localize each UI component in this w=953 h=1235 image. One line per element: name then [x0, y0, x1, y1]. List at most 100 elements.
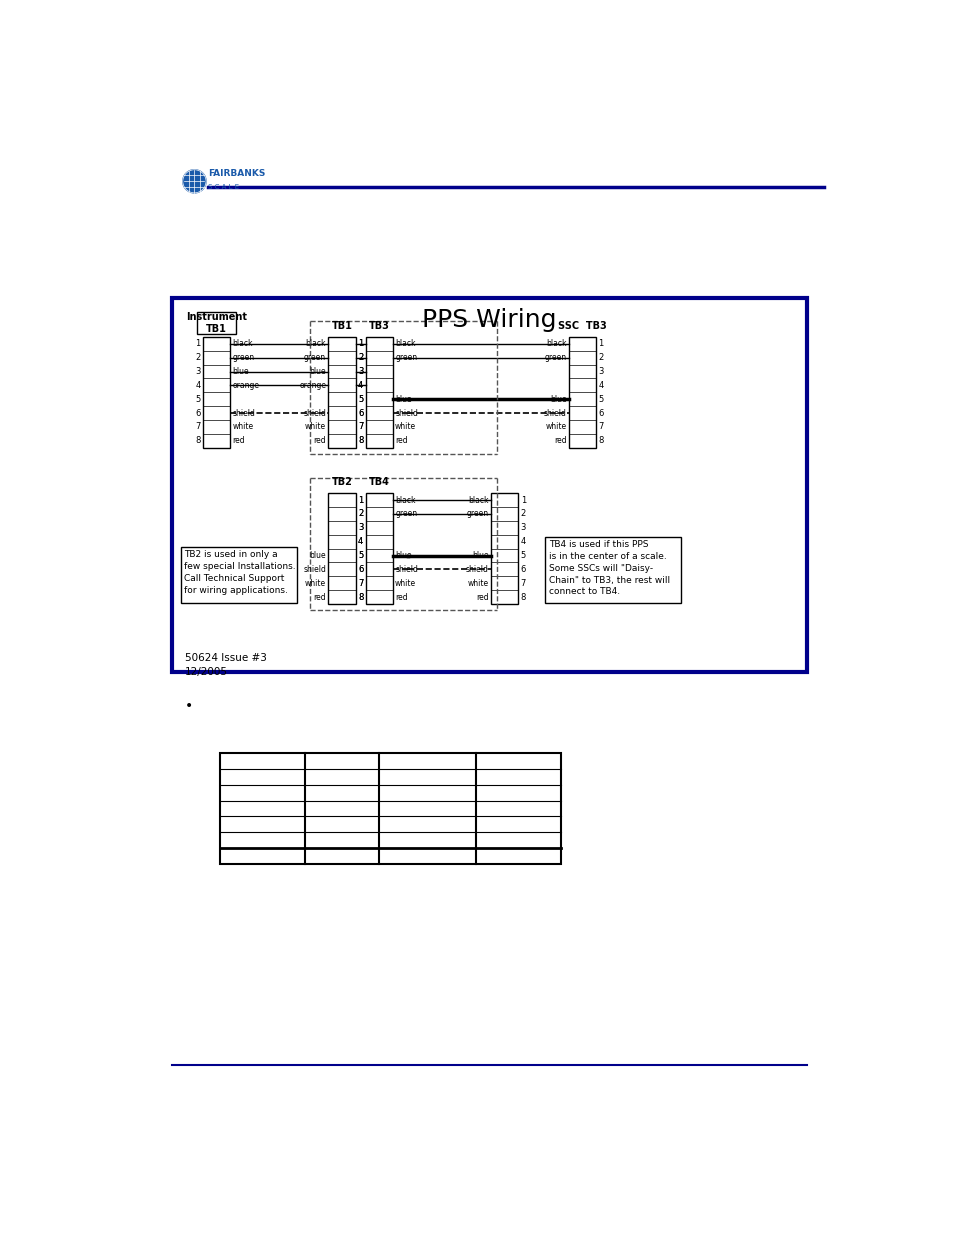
Text: green: green: [233, 353, 254, 362]
Text: 1: 1: [357, 340, 363, 348]
Text: 6: 6: [357, 409, 363, 417]
Text: red: red: [314, 593, 326, 601]
Bar: [365, 493, 393, 604]
Text: TB2: TB2: [332, 477, 352, 487]
Text: white: white: [305, 579, 326, 588]
Text: 7: 7: [598, 422, 603, 431]
Text: 2: 2: [357, 353, 363, 362]
Text: black: black: [233, 340, 253, 348]
Text: shield: shield: [543, 409, 566, 417]
Text: red: red: [233, 436, 245, 446]
Text: shield: shield: [395, 564, 417, 574]
Bar: [172, 299, 806, 672]
Text: shield: shield: [303, 564, 326, 574]
Text: red: red: [395, 436, 407, 446]
Bar: [196, 312, 236, 333]
Text: 7: 7: [520, 579, 525, 588]
Text: white: white: [395, 579, 416, 588]
Text: blue: blue: [309, 367, 326, 375]
Text: 8: 8: [520, 593, 525, 601]
Text: 1: 1: [357, 340, 363, 348]
Text: 7: 7: [357, 579, 363, 588]
Text: 8: 8: [195, 436, 200, 446]
Text: •: •: [185, 699, 193, 714]
Text: green: green: [466, 510, 488, 519]
Circle shape: [183, 169, 206, 193]
Text: TB3: TB3: [369, 321, 389, 331]
Text: 8: 8: [357, 593, 363, 601]
Text: 4: 4: [357, 380, 363, 390]
Text: red: red: [395, 593, 407, 601]
Text: white: white: [395, 422, 416, 431]
Text: 7: 7: [357, 579, 363, 588]
Text: shield: shield: [395, 409, 417, 417]
Text: 3: 3: [195, 367, 200, 375]
Text: 2: 2: [520, 510, 525, 519]
Text: 6: 6: [357, 564, 363, 574]
Text: 3: 3: [357, 524, 363, 532]
Text: orange: orange: [233, 380, 259, 390]
Text: 2: 2: [357, 510, 363, 519]
Text: 5: 5: [357, 551, 363, 559]
Text: 4: 4: [520, 537, 525, 546]
Text: 1: 1: [357, 495, 363, 505]
Text: 1: 1: [598, 340, 603, 348]
Text: 6: 6: [520, 564, 525, 574]
Text: shield: shield: [233, 409, 255, 417]
Text: blue: blue: [472, 551, 488, 559]
Text: 6: 6: [598, 409, 603, 417]
Text: PPS Wiring: PPS Wiring: [422, 308, 557, 332]
Text: red: red: [476, 593, 488, 601]
Text: red: red: [314, 436, 326, 446]
Text: Instrument
TB1: Instrument TB1: [186, 312, 247, 333]
Text: white: white: [233, 422, 253, 431]
Bar: [365, 337, 393, 448]
Bar: [328, 493, 355, 604]
Text: blue: blue: [309, 551, 326, 559]
Text: TB4 is used if this PPS
is in the center of a scale.
Some SSCs will "Daisy-
Chai: TB4 is used if this PPS is in the center…: [548, 540, 669, 597]
Text: white: white: [545, 422, 566, 431]
Text: green: green: [304, 353, 326, 362]
Text: 6: 6: [357, 564, 363, 574]
Text: 5: 5: [598, 395, 603, 404]
Text: black: black: [468, 495, 488, 505]
Text: 2: 2: [357, 353, 363, 362]
Text: TB1: TB1: [332, 321, 352, 331]
Text: 1: 1: [520, 495, 525, 505]
Text: 2: 2: [598, 353, 603, 362]
Text: shield: shield: [466, 564, 488, 574]
Text: green: green: [395, 510, 416, 519]
Bar: [491, 493, 517, 604]
Bar: [181, 547, 297, 603]
Text: S C A L E: S C A L E: [208, 184, 239, 190]
Text: shield: shield: [303, 409, 326, 417]
Text: white: white: [467, 579, 488, 588]
Text: 50624 Issue #3
12/2005: 50624 Issue #3 12/2005: [185, 652, 267, 677]
Text: 7: 7: [357, 422, 363, 431]
Text: 6: 6: [195, 409, 200, 417]
Text: 5: 5: [195, 395, 200, 404]
Text: 2: 2: [195, 353, 200, 362]
Text: 1: 1: [195, 340, 200, 348]
Text: 3: 3: [357, 524, 363, 532]
Text: white: white: [305, 422, 326, 431]
Text: 3: 3: [357, 367, 363, 375]
Text: 2: 2: [357, 510, 363, 519]
Text: 5: 5: [357, 395, 363, 404]
Text: 1: 1: [357, 495, 363, 505]
Text: green: green: [544, 353, 566, 362]
Text: blue: blue: [395, 551, 412, 559]
Text: 4: 4: [357, 380, 363, 390]
Text: blue: blue: [233, 367, 249, 375]
Bar: [328, 337, 355, 448]
Text: red: red: [554, 436, 566, 446]
Text: FAIRBANKS: FAIRBANKS: [208, 169, 266, 178]
Text: black: black: [305, 340, 326, 348]
Bar: [203, 337, 230, 448]
Text: 4: 4: [598, 380, 603, 390]
Bar: [568, 337, 596, 448]
Text: TB2 is used in only a
few special Installations.
Call Technical Support
for wiri: TB2 is used in only a few special Instal…: [184, 550, 295, 594]
Text: 4: 4: [357, 537, 363, 546]
Bar: [545, 537, 680, 603]
Text: black: black: [545, 340, 566, 348]
